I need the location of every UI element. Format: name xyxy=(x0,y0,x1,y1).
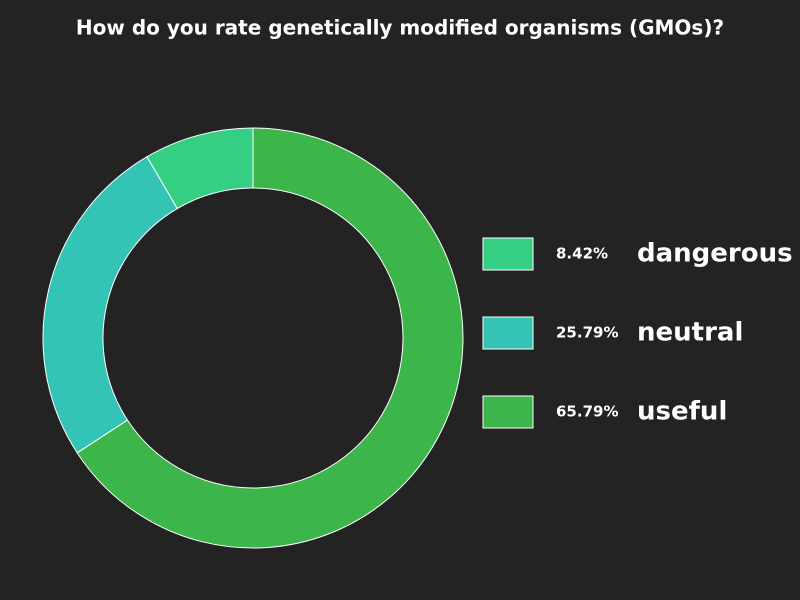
legend-value: 65.79% xyxy=(556,403,618,421)
legend-swatch xyxy=(482,316,534,350)
legend-label: dangerous xyxy=(637,239,793,269)
legend-swatch xyxy=(482,395,534,429)
donut-slice xyxy=(42,156,178,454)
legend-value: 25.79% xyxy=(556,324,618,342)
legend-label: useful xyxy=(637,397,727,427)
legend-swatch xyxy=(482,237,534,271)
chart-title: How do you rate genetically modified org… xyxy=(76,16,724,40)
legend-value: 8.42% xyxy=(556,245,608,263)
legend-label: neutral xyxy=(637,318,743,348)
donut-slice xyxy=(76,127,464,549)
donut-slice xyxy=(146,127,254,210)
